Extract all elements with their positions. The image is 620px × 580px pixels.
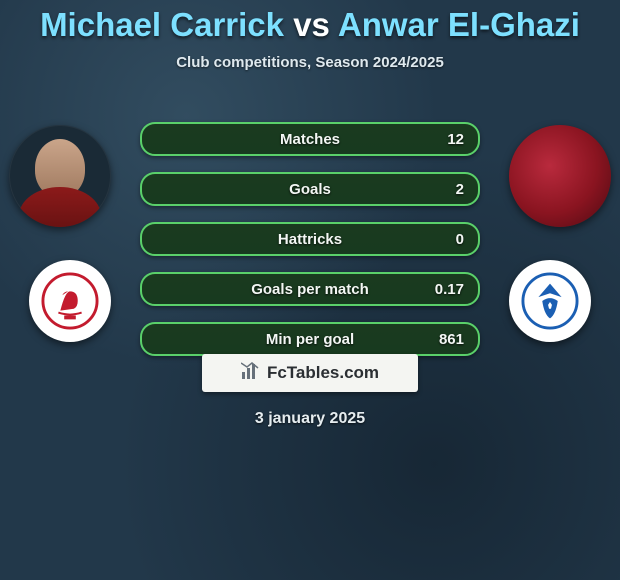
stat-label: Goals per match xyxy=(251,281,369,298)
player2-club-crest xyxy=(509,260,591,342)
watermark-badge: FcTables.com xyxy=(202,354,418,392)
stat-label: Hattricks xyxy=(278,231,342,248)
stat-value-right: 0 xyxy=(456,231,464,248)
middlesbrough-crest-icon xyxy=(41,272,99,330)
player1-club-crest xyxy=(29,260,111,342)
stat-label: Matches xyxy=(280,131,340,148)
stat-label: Goals xyxy=(289,181,331,198)
comparison-title: Michael Carrick vs Anwar El-Ghazi xyxy=(0,0,620,44)
date-text: 3 january 2025 xyxy=(0,410,620,428)
player2-name: Anwar El-Ghazi xyxy=(338,6,580,43)
stat-row-matches: Matches 12 xyxy=(140,122,480,156)
vs-separator: vs xyxy=(293,6,330,43)
stat-row-hattricks: Hattricks 0 xyxy=(140,222,480,256)
stat-row-goals: Goals 2 xyxy=(140,172,480,206)
player2-avatar xyxy=(509,125,611,227)
stat-value-right: 2 xyxy=(456,181,464,198)
stat-value-right: 861 xyxy=(439,331,464,348)
stat-value-right: 12 xyxy=(447,131,464,148)
stat-bars: Matches 12 Goals 2 Hattricks 0 Goals per… xyxy=(140,122,480,372)
player1-name: Michael Carrick xyxy=(40,6,284,43)
watermark-text: FcTables.com xyxy=(267,363,379,383)
stat-value-right: 0.17 xyxy=(435,281,464,298)
player1-avatar xyxy=(9,125,111,227)
bar-chart-icon xyxy=(241,362,261,385)
stat-row-min-per-goal: Min per goal 861 xyxy=(140,322,480,356)
stat-row-goals-per-match: Goals per match 0.17 xyxy=(140,272,480,306)
cardiff-city-crest-icon xyxy=(521,272,579,330)
subtitle: Club competitions, Season 2024/2025 xyxy=(0,54,620,71)
stat-label: Min per goal xyxy=(266,331,354,348)
